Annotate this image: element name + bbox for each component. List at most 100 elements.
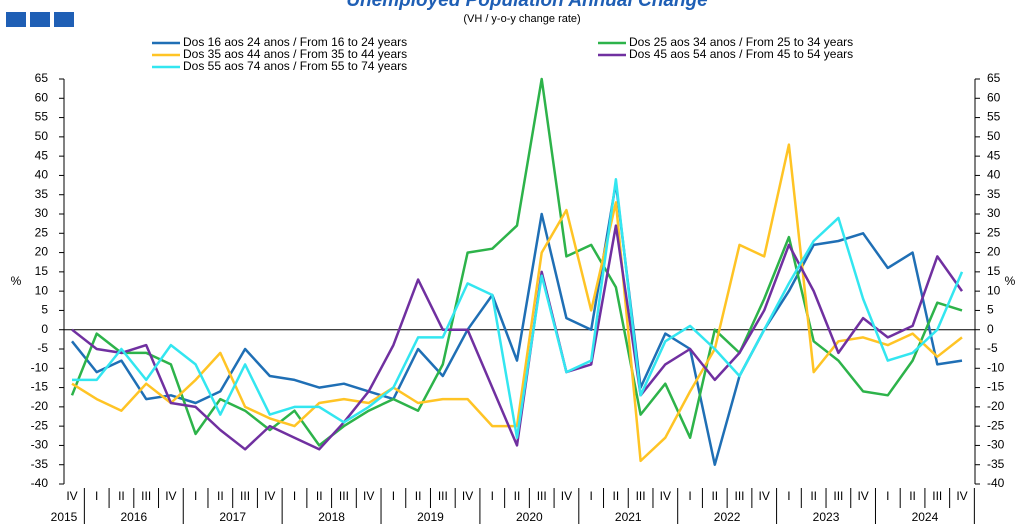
y2-tick-label: 65 (987, 71, 1001, 85)
logo-block (54, 12, 74, 27)
series-line (71, 143, 963, 463)
y2-tick-label: 20 (987, 245, 1001, 259)
y-tick-label: -15 (31, 380, 49, 394)
y-tick-label: -35 (31, 457, 49, 471)
x-tick-label: III (438, 489, 448, 503)
x-year-label: 2023 (813, 510, 840, 524)
y2-tick-label: 0 (987, 322, 994, 336)
x-tick-label: III (932, 489, 942, 503)
x-tick-label: I (787, 489, 790, 503)
chart-subtitle: (VH / y-o-y change rate) (463, 13, 580, 25)
x-tick-label: IV (264, 489, 275, 503)
y-tick-label: 0 (41, 322, 48, 336)
x-year-label: 2022 (714, 510, 741, 524)
x-tick-label: II (415, 489, 422, 503)
series-line (70, 77, 963, 447)
x-tick-label: III (141, 489, 151, 503)
logo-block (30, 12, 50, 27)
x-year-label: 2015 (51, 510, 78, 524)
legend-label: Dos 45 aos 54 anos / From 45 to 54 years (629, 47, 853, 61)
x-tick-label: IV (363, 489, 374, 503)
x-tick-label: IV (165, 489, 176, 503)
y2-tick-label: -25 (987, 418, 1005, 432)
y2-tick-label: -30 (987, 438, 1005, 452)
legend-label: Dos 35 aos 44 anos / From 35 to 44 years (183, 47, 407, 61)
y-tick-label: 10 (35, 283, 49, 297)
x-tick-label: IV (759, 489, 770, 503)
y2-tick-label: -15 (987, 380, 1005, 394)
y2-axis-label: % (1005, 274, 1016, 288)
x-tick-label: IV (462, 489, 473, 503)
y-tick-label: -40 (31, 476, 49, 490)
y-tick-label: -20 (31, 399, 49, 413)
y-tick-label: -10 (31, 360, 49, 374)
x-tick-label: IV (857, 489, 868, 503)
y-tick-label: 40 (35, 168, 49, 182)
y-tick-label: 35 (35, 187, 49, 201)
x-tick-label: II (217, 489, 224, 503)
x-tick-label: II (613, 489, 620, 503)
y-tick-label: 5 (41, 303, 48, 317)
y2-tick-label: 60 (987, 90, 1001, 104)
y2-tick-label: 30 (987, 206, 1001, 220)
x-tick-label: II (810, 489, 817, 503)
y-tick-label: 25 (35, 225, 49, 239)
x-year-label: 2024 (912, 510, 939, 524)
x-tick-label: II (909, 489, 916, 503)
y-tick-label: 15 (35, 264, 49, 278)
y2-tick-label: 25 (987, 225, 1001, 239)
legend-label: Dos 16 aos 24 anos / From 16 to 24 years (183, 35, 407, 49)
x-year-label: 2016 (120, 510, 147, 524)
y2-tick-label: 45 (987, 148, 1001, 162)
y2-tick-label: 10 (987, 283, 1001, 297)
x-tick-label: III (240, 489, 250, 503)
x-year-label: 2019 (417, 510, 444, 524)
y-tick-label: -30 (31, 438, 49, 452)
x-tick-label: I (491, 489, 494, 503)
x-year-label: 2020 (516, 510, 543, 524)
x-tick-label: IV (660, 489, 671, 503)
y2-tick-label: -35 (987, 457, 1005, 471)
x-tick-label: III (537, 489, 547, 503)
y2-tick-label: -10 (987, 360, 1005, 374)
y-tick-label: 55 (35, 110, 49, 124)
x-tick-label: I (194, 489, 197, 503)
x-year-label: 2018 (318, 510, 345, 524)
y-tick-label: 30 (35, 206, 49, 220)
y-tick-label: -25 (31, 418, 49, 432)
x-tick-label: IV (561, 489, 572, 503)
x-tick-label: III (833, 489, 843, 503)
y2-tick-label: 5 (987, 303, 994, 317)
y-tick-label: 50 (35, 129, 49, 143)
x-tick-label: II (711, 489, 718, 503)
x-year-label: 2021 (615, 510, 642, 524)
y-tick-label: -5 (37, 341, 48, 355)
x-tick-label: IV (956, 489, 967, 503)
series-line (71, 181, 963, 466)
x-tick-label: I (293, 489, 296, 503)
x-tick-label: III (734, 489, 744, 503)
x-tick-label: II (316, 489, 323, 503)
y2-tick-label: -40 (987, 476, 1005, 490)
x-tick-label: II (514, 489, 521, 503)
series-line (71, 224, 964, 451)
y2-tick-label: 15 (987, 264, 1001, 278)
y-tick-label: 60 (35, 90, 49, 104)
legend-label: Dos 25 aos 34 anos / From 25 to 34 years (629, 35, 853, 49)
series-line (72, 178, 964, 439)
y2-tick-label: 35 (987, 187, 1001, 201)
x-tick-label: I (392, 489, 395, 503)
y-axis-label: % (11, 274, 22, 288)
x-tick-label: II (118, 489, 125, 503)
y2-tick-label: 40 (987, 168, 1001, 182)
y-tick-label: 20 (35, 245, 49, 259)
x-year-label: 2017 (219, 510, 246, 524)
x-tick-label: III (636, 489, 646, 503)
x-tick-label: IV (66, 489, 77, 503)
legend-label: Dos 55 aos 74 anos / From 55 to 74 years (183, 59, 407, 73)
x-tick-label: I (688, 489, 691, 503)
x-tick-label: I (95, 489, 98, 503)
y2-tick-label: 55 (987, 110, 1001, 124)
x-tick-label: III (339, 489, 349, 503)
y-tick-label: 45 (35, 148, 49, 162)
